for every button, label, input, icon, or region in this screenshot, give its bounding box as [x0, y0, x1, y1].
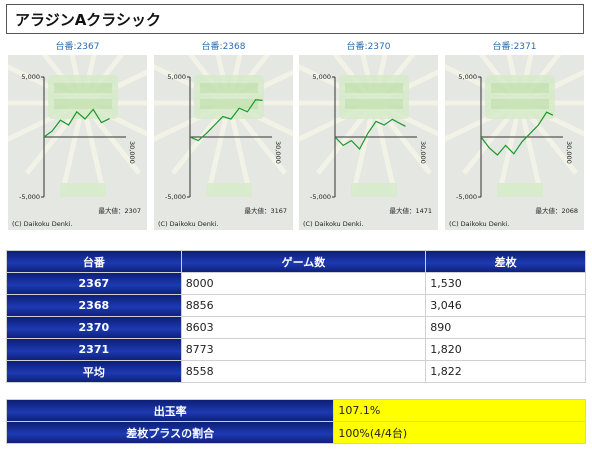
machine-label[interactable]: 台番:2371 [492, 42, 537, 52]
column-header: 台番 [6, 250, 182, 273]
background-logo [194, 75, 264, 197]
table-row: 2368 8856 3,046 [6, 294, 586, 317]
game-count-cell: 8856 [180, 294, 427, 317]
x-tick-label: 30,000 [274, 141, 282, 164]
slump-series-line [334, 118, 406, 151]
summary-row: 出玉率 107.1% [5, 399, 586, 422]
difference-cell: 3,046 [425, 294, 586, 317]
slump-graph: 5,000 -5,000 30,000 最大値：2307 (C) Daikoku Den… [8, 55, 147, 230]
page-title-box: アラジンAクラシック [6, 4, 584, 34]
machine-number-cell: 2367 [6, 272, 182, 295]
background-logo [485, 75, 555, 197]
column-header: 差枚 [425, 250, 586, 273]
game-count-cell: 8603 [180, 316, 427, 339]
machine-graph-panel: 台番:2367 5,000 -5,000 30,000 最大値：2307 (C) Daik… [8, 41, 147, 230]
slump-series-line [480, 111, 554, 156]
machine-table: 台番 ゲーム数 差枚 2367 8000 1,530 2368 8856 3,0… [6, 250, 586, 383]
summary-value: 107.1% [333, 399, 586, 422]
summary-table: 出玉率 107.1% 差枚プラスの割合 100%(4/4台) [5, 399, 586, 444]
machine-graph-panel: 台番:2371 5,000 -5,000 30,000 最大値：2068 (C) Daik… [445, 41, 584, 230]
background-logo [48, 75, 118, 197]
game-count-cell: 8558 [180, 360, 427, 383]
summary-label: 出玉率 [5, 399, 335, 422]
game-count-cell: 8773 [180, 338, 427, 361]
machine-number-cell: 2370 [6, 316, 182, 339]
slump-series-line [43, 108, 110, 138]
machine-label[interactable]: 台番:2370 [346, 42, 391, 52]
max-value-label: 最大値：3167 [244, 206, 287, 215]
x-tick-label: 30,000 [565, 141, 573, 164]
y-tick-label: 5,000 [167, 73, 186, 81]
slump-graph: 5,000 -5,000 30,000 最大値：3167 (C) Daikoku Den… [154, 55, 293, 230]
machine-number-cell: 2371 [6, 338, 182, 361]
y-tick-label: -5,000 [19, 193, 40, 201]
table-row: 2370 8603 890 [6, 316, 586, 339]
difference-cell: 1,820 [425, 338, 586, 361]
difference-cell: 1,530 [425, 272, 586, 295]
y-tick-label: 5,000 [458, 73, 477, 81]
column-header: ゲーム数 [180, 250, 427, 273]
machine-graph-panel: 台番:2370 5,000 -5,000 30,000 最大値：1471 (C) Daik… [299, 41, 438, 230]
max-value-label: 最大値：1471 [389, 206, 432, 215]
difference-cell: 1,822 [425, 360, 586, 383]
game-count-cell: 8000 [180, 272, 427, 295]
y-tick-label: 5,000 [312, 73, 331, 81]
table-row-average: 平均 8558 1,822 [6, 360, 586, 383]
copyright-label: (C) Daikoku Denki. [12, 220, 73, 228]
table-row: 2371 8773 1,820 [6, 338, 586, 361]
y-tick-label: -5,000 [310, 193, 331, 201]
y-tick-label: 5,000 [21, 73, 40, 81]
slump-series-line [189, 99, 263, 142]
machine-label[interactable]: 台番:2367 [55, 42, 100, 52]
summary-row: 差枚プラスの割合 100%(4/4台) [5, 421, 586, 444]
slump-graph: 5,000 -5,000 30,000 最大値：1471 (C) Daikoku Den… [299, 55, 438, 230]
summary-label: 差枚プラスの割合 [5, 421, 335, 444]
table-row: 2367 8000 1,530 [6, 272, 586, 295]
x-tick-label: 30,000 [128, 141, 136, 164]
x-tick-label: 30,000 [419, 141, 427, 164]
machine-graph-panel: 台番:2368 5,000 -5,000 30,000 最大値：3167 (C) Daik… [154, 41, 293, 230]
y-tick-label: -5,000 [456, 193, 477, 201]
machine-number-cell: 2368 [6, 294, 182, 317]
copyright-label: (C) Daikoku Denki. [158, 220, 219, 228]
average-label-cell: 平均 [6, 360, 182, 383]
y-tick-label: -5,000 [165, 193, 186, 201]
table-header-row: 台番 ゲーム数 差枚 [6, 250, 586, 273]
copyright-label: (C) Daikoku Denki. [449, 220, 510, 228]
summary-value: 100%(4/4台) [333, 421, 586, 444]
background-logo [339, 75, 409, 197]
machine-label[interactable]: 台番:2368 [201, 42, 246, 52]
slump-graph: 5,000 -5,000 30,000 最大値：2068 (C) Daikoku Den… [445, 55, 584, 230]
difference-cell: 890 [425, 316, 586, 339]
page-title: アラジンAクラシック [15, 11, 162, 29]
copyright-label: (C) Daikoku Denki. [303, 220, 364, 228]
max-value-label: 最大値：2307 [98, 206, 141, 215]
max-value-label: 最大値：2068 [535, 206, 578, 215]
